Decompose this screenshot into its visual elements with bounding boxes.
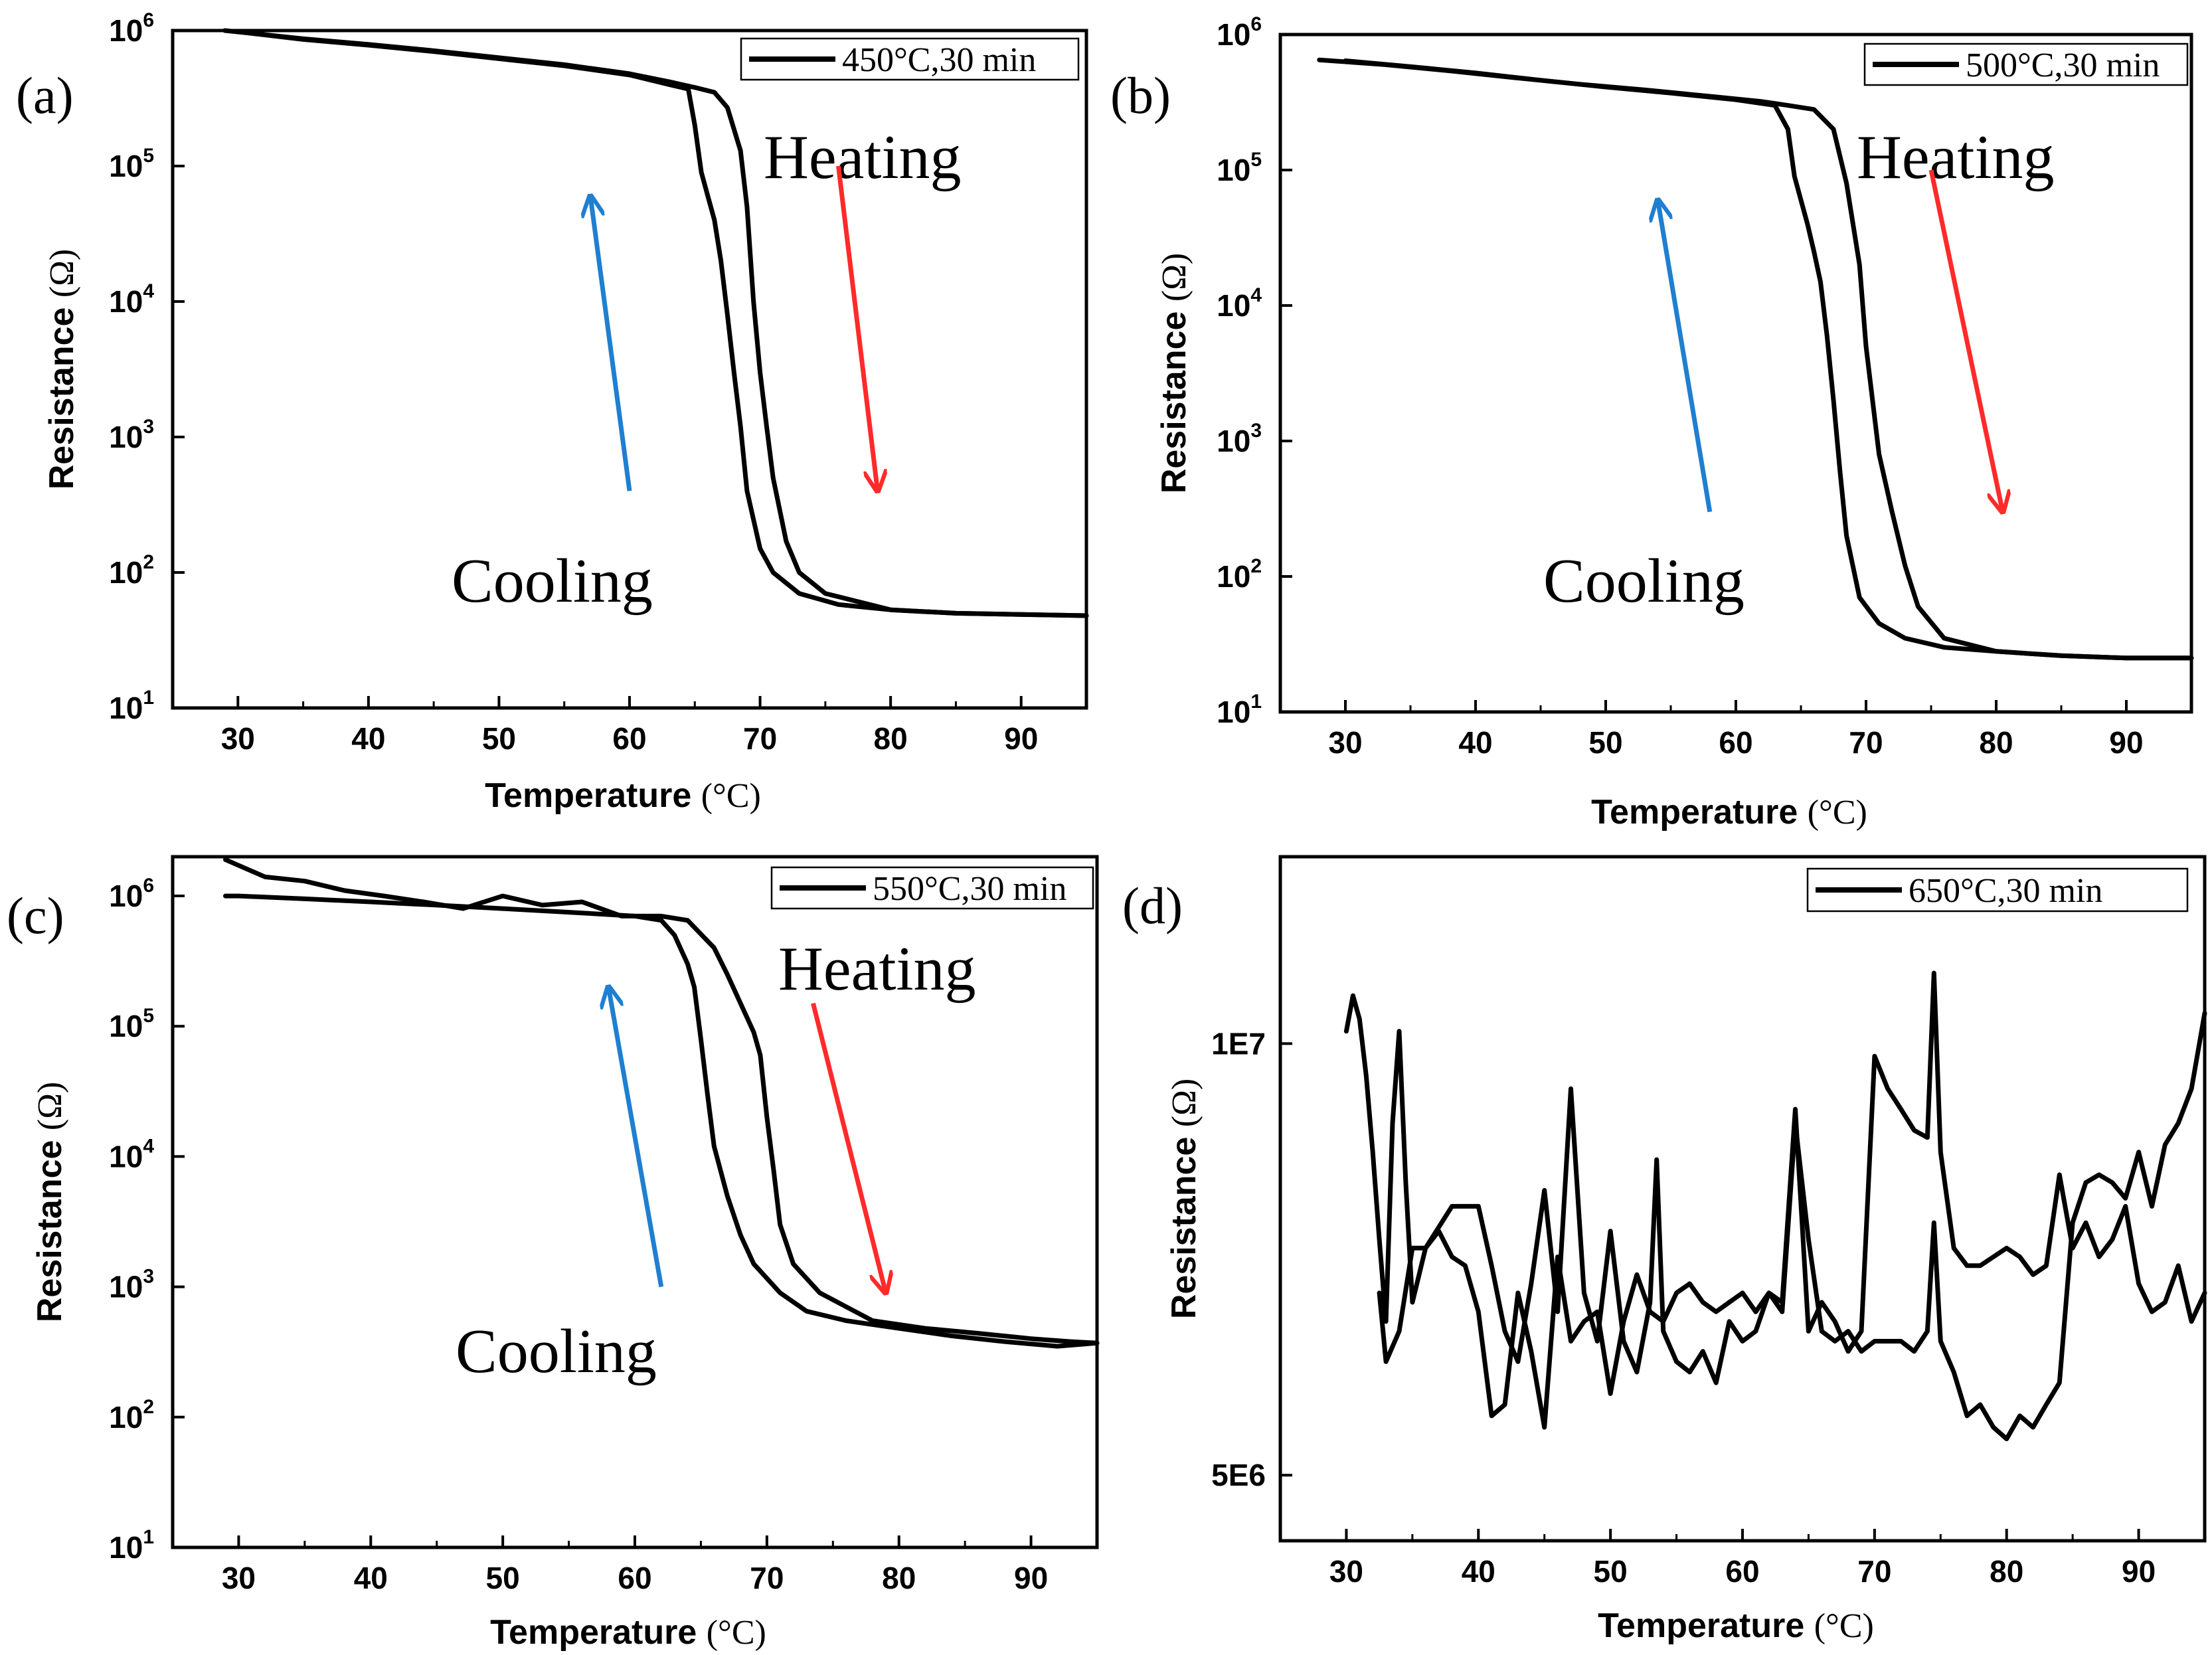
y-tick-label: 104 [109, 1135, 154, 1174]
y-tick-label: 106 [1217, 13, 1262, 52]
heating-annotation-a: Heating [764, 123, 962, 192]
y-tick-label: 102 [109, 1396, 154, 1435]
x-tick-label: 70 [1857, 1554, 1891, 1589]
cooling-arrow-a [590, 196, 632, 491]
series-heating-line-b [1317, 57, 2194, 661]
y-axis-title-c: Resistance (Ω) [31, 1082, 69, 1322]
x-axis-title-b: Temperature (°C) [1591, 793, 1867, 831]
x-tick-label: 80 [874, 721, 908, 756]
x-tick-label: 50 [486, 1561, 520, 1595]
series-cooling-line-b [1343, 58, 2194, 661]
x-axis-title-c: Temperature (°C) [490, 1613, 766, 1652]
cooling-annotation-c: Cooling [456, 1317, 657, 1386]
x-tick-label: 50 [1594, 1554, 1628, 1589]
y-tick-label: 103 [1217, 420, 1262, 458]
panel-c: 30 40 50 60 70 80 90 101 102 103 104 105 106 Temperat… [7, 855, 1100, 1652]
cooling-arrow-b [1658, 200, 1713, 513]
x-tick-label: 90 [1014, 1561, 1048, 1595]
y-axis-title-d: Resistance (Ω) [1165, 1079, 1203, 1319]
legend-label-b: 500°C,30 min [1966, 46, 2160, 84]
y-tick-label: 1E7 [1211, 1026, 1266, 1061]
y-tick-label: 105 [109, 1005, 154, 1043]
x-tick-label: 80 [882, 1561, 916, 1595]
panel-label-b: (b) [1110, 66, 1171, 124]
x-tick-label: 90 [2122, 1554, 2156, 1589]
x-tick-label: 90 [1004, 721, 1038, 756]
series-cooling-line-c [223, 893, 1100, 1349]
heating-annotation-b: Heating [1857, 123, 2055, 192]
x-tick-label: 90 [2109, 725, 2143, 760]
heating-arrow-b [1928, 169, 2003, 512]
panel-d: 30 40 50 60 70 80 90 5E6 1E7 Temperature (°C) Resi… [1122, 855, 2207, 1645]
x-tick-label: 50 [1588, 725, 1622, 760]
y-tick-label: 101 [109, 1526, 154, 1565]
y-tick-label: 102 [1217, 555, 1262, 594]
x-tick-label: 70 [743, 721, 777, 756]
x-tick-label: 60 [618, 1561, 651, 1595]
panel-b: 30 40 50 60 70 80 90 101 102 103 104 105 106 Temperat… [1110, 13, 2194, 831]
series-heating-line-d [1343, 993, 2207, 1442]
x-tick-label: 50 [482, 721, 516, 756]
cooling-annotation-b: Cooling [1543, 547, 1744, 616]
x-tick-label: 60 [1719, 725, 1752, 760]
y-tick-label: 102 [109, 551, 154, 590]
y-tick-label: 103 [109, 416, 154, 454]
legend-label-c: 550°C,30 min [873, 870, 1066, 908]
x-tick-label: 40 [351, 721, 385, 756]
series-cooling-line-a [235, 29, 1089, 618]
y-tick-label: 104 [1217, 284, 1262, 323]
x-tick-label: 30 [1328, 725, 1362, 760]
heating-annotation-c: Heating [778, 934, 976, 1003]
legend-label-a: 450°C,30 min [842, 41, 1036, 79]
heating-arrow-a [836, 165, 878, 491]
series-heating-line-c [223, 857, 1100, 1346]
x-tick-label: 30 [222, 1561, 256, 1595]
x-tick-label: 40 [1462, 1554, 1495, 1589]
x-tick-label: 80 [1990, 1554, 2023, 1589]
panel-label-a: (a) [16, 66, 74, 124]
y-tick-label: 106 [109, 875, 154, 913]
series-cooling-line-d [1377, 970, 2207, 1430]
x-tick-label: 30 [221, 721, 255, 756]
y-tick-label: 105 [109, 145, 154, 183]
y-tick-label: 101 [109, 687, 154, 725]
series-heating-line-a [222, 28, 1089, 618]
panel-a: 30 40 50 60 70 80 90 101 102 103 104 105 106 Temperat… [16, 9, 1089, 815]
x-tick-label: 30 [1329, 1554, 1363, 1589]
x-tick-label: 40 [1458, 725, 1492, 760]
legend-label-d: 650°C,30 min [1909, 872, 2102, 910]
y-tick-label: 101 [1217, 691, 1262, 729]
y-axis-title-a: Resistance (Ω) [43, 249, 81, 489]
x-tick-label: 40 [354, 1561, 388, 1595]
x-tick-label: 60 [1725, 1554, 1759, 1589]
heating-arrow-c [811, 1002, 885, 1293]
cooling-annotation-a: Cooling [452, 547, 653, 616]
y-tick-label: 5E6 [1211, 1458, 1266, 1492]
x-tick-label: 70 [1849, 725, 1883, 760]
y-tick-label: 106 [109, 9, 154, 48]
x-axis-title-d: Temperature (°C) [1598, 1607, 1874, 1645]
y-tick-label: 104 [109, 280, 154, 319]
panel-label-c: (c) [7, 887, 64, 944]
y-tick-label: 103 [109, 1266, 154, 1304]
x-axis-title-a: Temperature (°C) [485, 776, 761, 815]
y-axis-title-b: Resistance (Ω) [1155, 253, 1193, 493]
x-tick-label: 70 [750, 1561, 784, 1595]
panel-label-d: (d) [1122, 877, 1183, 934]
y-tick-label: 105 [1217, 149, 1262, 187]
cooling-arrow-c [608, 987, 664, 1288]
x-tick-label: 60 [612, 721, 646, 756]
x-tick-label: 80 [1979, 725, 2013, 760]
